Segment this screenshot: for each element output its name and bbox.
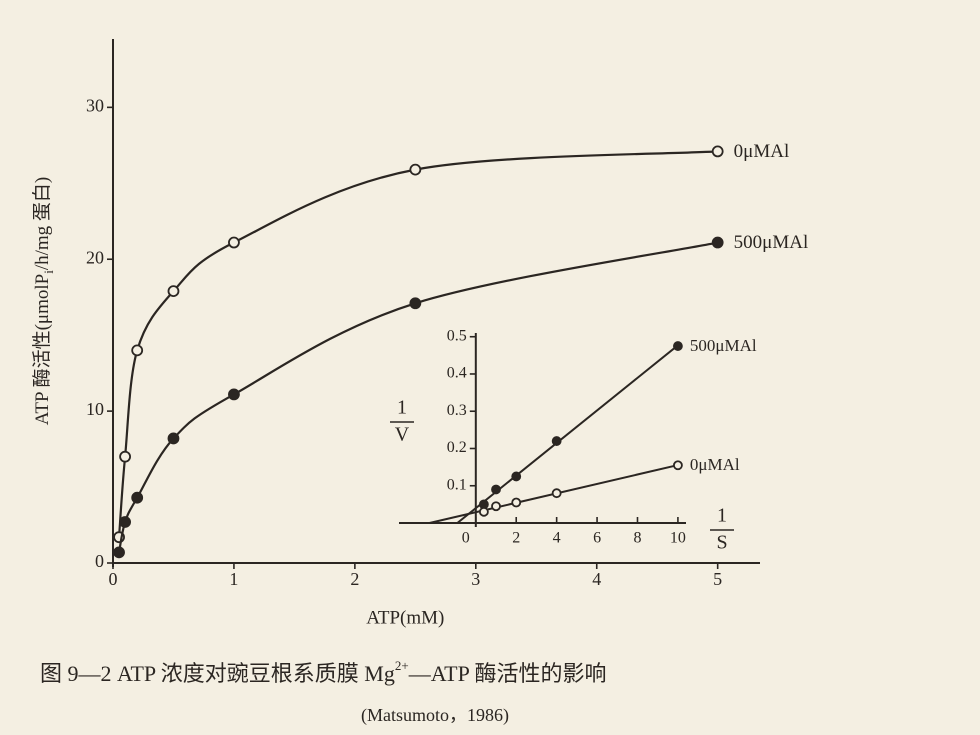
y-axis-label: ATP 酶活性(μmolPi/h/mg 蛋白) [31,177,56,426]
data-point [119,516,131,528]
y-axis-label-numerator: 1 [397,397,407,419]
data-point [673,341,683,351]
series-label: 0μMAl [690,455,740,474]
series-label: 500μMAl [690,336,757,355]
x-tick-label: 4 [592,569,601,589]
y-axis-label-text: /h/mg 蛋白) [31,177,53,270]
x-tick-label: 8 [633,530,641,547]
data-point [119,450,131,463]
data-point [113,546,125,559]
x-tick-label: 4 [553,530,561,547]
y-axis-label-denominator: V [395,424,410,446]
x-axis-label: ATP(mM) [366,607,444,628]
y-axis-label-text: ATP 酶活性(μmolP [31,274,53,425]
data-point [167,432,180,445]
data-point [131,344,144,357]
data-point [551,488,562,499]
caption-text: 图 9—2 ATP 浓度对豌豆根系质膜 Mg [40,661,395,686]
data-point [228,388,240,401]
y-tick-label: 0.5 [447,327,467,344]
y-tick-label: 0.2 [447,439,467,456]
caption-text: —ATP 酶活性的影响 [408,661,607,686]
data-point [228,236,240,249]
series-label: 0μMAl [734,141,790,162]
data-point [131,491,144,504]
x-tick-label: 2 [350,569,359,589]
data-point [511,471,522,482]
caption: 图 9—2 ATP 浓度对豌豆根系质膜 Mg2+—ATP 酶活性的影响 [40,658,607,686]
x-tick-label: 1 [229,569,238,589]
data-point [478,506,489,517]
series-label: 500μMAl [734,232,809,253]
series-line [117,150,718,538]
source: (Matsumoto，1986) [361,705,509,726]
data-point [409,297,422,310]
data-point [409,163,422,176]
x-tick-label: 6 [593,530,601,547]
data-point [551,436,562,446]
data-point [491,484,501,495]
data-point [673,460,683,471]
x-tick-label: 10 [670,530,686,547]
y-tick-label: 0 [95,551,104,571]
x-axis-label-numerator: 1 [717,505,727,527]
y-tick-label: 0.3 [447,402,467,419]
x-tick-label: 2 [512,530,520,547]
x-axis-label-denominator: S [716,532,727,554]
y-tick-label: 10 [86,399,104,419]
data-point [167,285,180,298]
y-axis-label-subscript: i [41,270,56,274]
y-tick-label: 30 [86,95,104,115]
data-point [711,236,724,249]
y-tick-label: 0.1 [447,476,467,493]
y-tick-label: 20 [86,247,104,267]
series-line [117,241,718,553]
x-tick-label: 0 [462,530,470,547]
x-tick-label: 5 [713,569,722,589]
x-tick-label: 3 [471,569,480,589]
data-point [711,145,724,158]
y-tick-label: 0.4 [447,365,467,382]
caption-superscript: 2+ [395,658,409,673]
data-point [511,497,522,508]
chart: 0.1 0.2 0.3 0.4 0.5 0 2 4 6 8 10 1 V 1 S 500μMAl 0μMAl [390,327,757,554]
x-tick-label: 0 [109,569,118,589]
data-point [491,501,501,512]
